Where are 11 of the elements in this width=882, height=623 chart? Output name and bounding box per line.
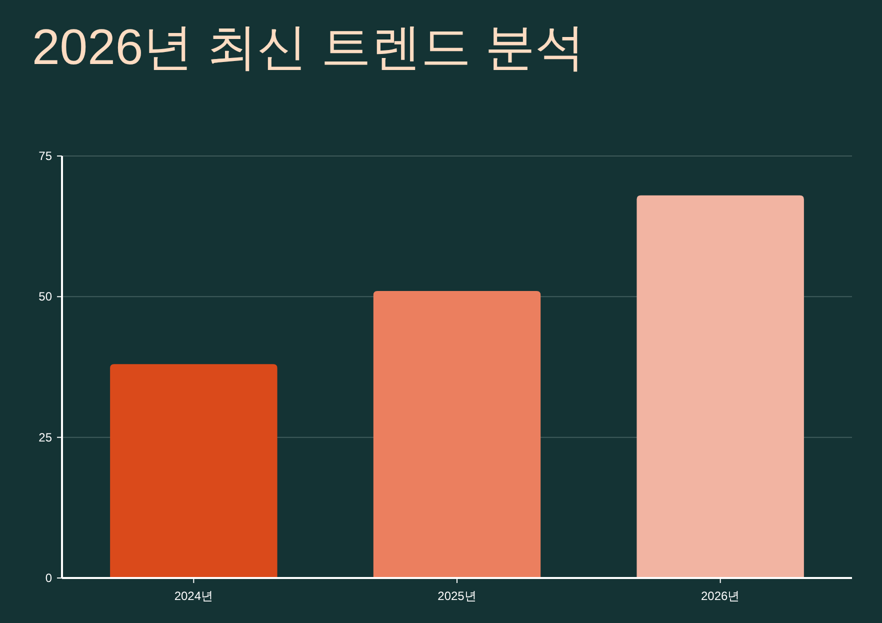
x-tick-label: 2025년 xyxy=(438,589,476,603)
bar xyxy=(636,195,804,578)
bar xyxy=(373,291,541,578)
bar xyxy=(110,364,278,578)
y-tick-label: 50 xyxy=(38,290,52,304)
y-tick-label: 75 xyxy=(38,149,52,163)
y-tick-label: 25 xyxy=(38,430,52,444)
chart-title: 2026년 최신 트렌드 분석 xyxy=(32,19,585,75)
x-tick-label: 2024년 xyxy=(174,589,214,603)
y-tick-label: 0 xyxy=(45,571,52,585)
x-tick-label: 2026년 xyxy=(700,589,740,603)
